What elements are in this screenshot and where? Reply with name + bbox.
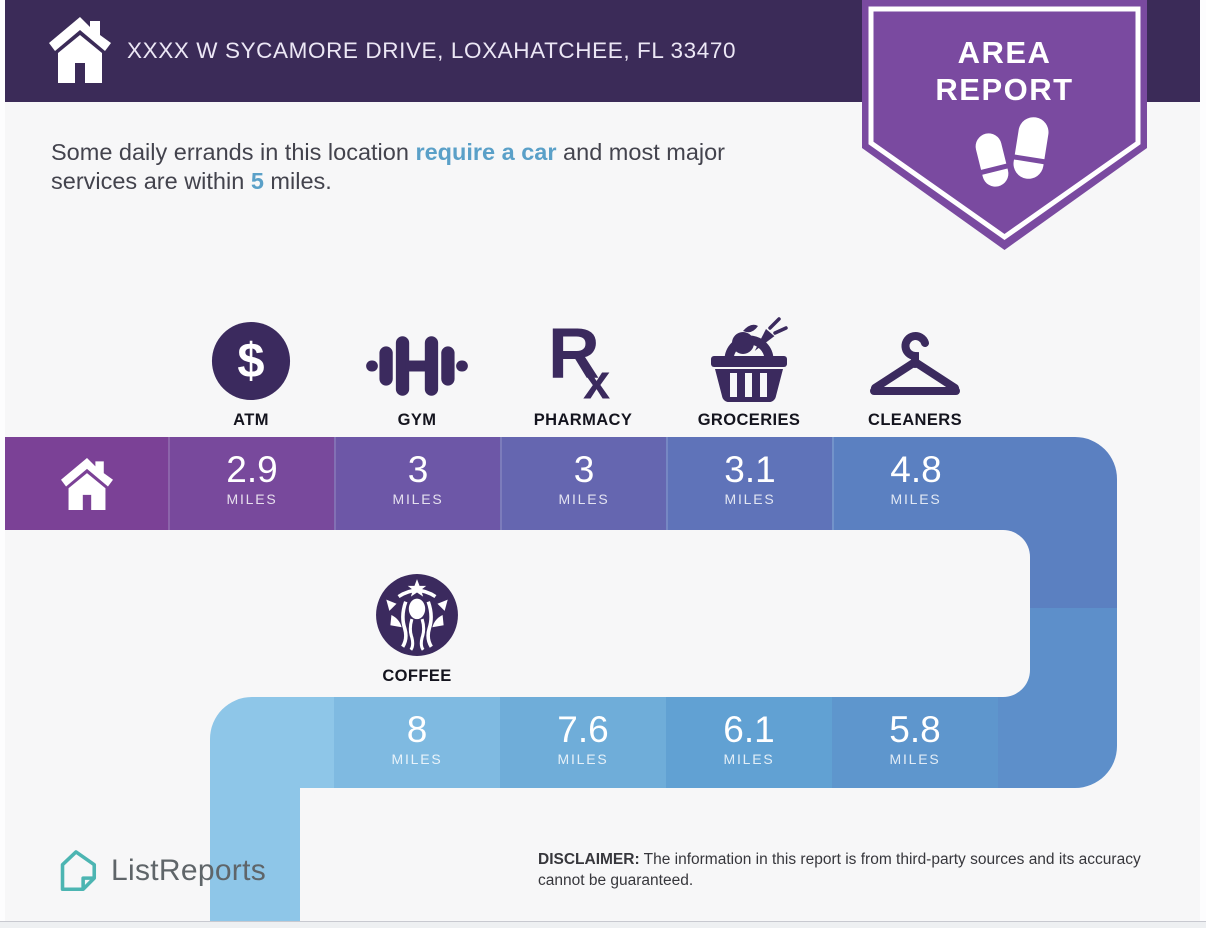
distance-segment: 4.8 MILES: [832, 437, 998, 530]
distance-unit: MILES: [392, 491, 444, 507]
badge-line2: REPORT: [935, 72, 1073, 107]
poi-cleaners: CLEANERS: [832, 308, 998, 430]
poi-label: GYM: [397, 411, 437, 429]
distance-value: 3: [407, 449, 429, 490]
listreports-logo-icon: [60, 850, 97, 892]
poi-label: GROCERIES: [697, 411, 801, 429]
distance-unit: MILES: [391, 751, 443, 767]
intro-accent-require-a-car: require a car: [415, 139, 557, 165]
intro-text: Some daily errands in this location requ…: [51, 138, 851, 195]
poi-atm: $ ATM: [168, 308, 334, 430]
distance-segment: 3 MILES: [500, 437, 666, 530]
home-segment: [5, 437, 168, 530]
distance-segment: 3 MILES: [334, 437, 500, 530]
distance-value: 6.1: [723, 709, 775, 750]
distance-unit: MILES: [890, 491, 942, 507]
distance-segment: 3.1 MILES: [666, 437, 832, 530]
footprints-icon: [975, 117, 1049, 187]
distance-value: 3: [573, 449, 595, 490]
pharmacy-icon: R x: [548, 314, 610, 402]
ribbon-fillet: [300, 788, 330, 818]
poi-label: COFFEE: [382, 667, 452, 685]
property-address: XXXX W SYCAMORE DRIVE, LOXAHATCHEE, FL 3…: [127, 38, 737, 63]
distance-unit: MILES: [724, 491, 776, 507]
listreports-brand-name: ListReports: [111, 854, 267, 887]
distance-value: 4.8: [890, 449, 942, 490]
poi-coffee: COFFEE: [334, 560, 500, 686]
svg-text:x: x: [583, 355, 610, 402]
intro-part3: services are within: [51, 167, 251, 194]
coffee-icon: [376, 574, 458, 656]
distance-value: 2.9: [226, 449, 278, 490]
area-report-page: XXXX W SYCAMORE DRIVE, LOXAHATCHEE, FL 3…: [5, 0, 1200, 921]
badge-line1: AREA: [958, 35, 1052, 70]
disclaimer-body: The information in this report is from t…: [538, 851, 1141, 889]
atm-icon: $: [211, 321, 291, 401]
distance-unit: MILES: [557, 751, 609, 767]
distance-segment: 6.1 MILES: [666, 697, 832, 788]
intro-part1: Some daily errands in this location: [51, 139, 416, 165]
ribbon-white-inset: [505, 530, 1030, 697]
disclaimer-label: DISCLAIMER:: [538, 851, 640, 868]
distance-bar-row1: 2.9 MILES 3 MILES 3 MILES 3.1 MILES 4.8 …: [5, 437, 998, 530]
distance-value: 5.8: [889, 709, 941, 750]
area-report-badge: AREA REPORT: [862, 0, 1147, 250]
intro-accent-miles: 5: [250, 167, 264, 194]
poi-label: PHARMACY: [533, 411, 633, 429]
groceries-icon: [711, 317, 788, 402]
intro-part4: miles.: [263, 167, 332, 194]
svg-text:$: $: [237, 335, 264, 389]
distance-segment: 5.8 MILES: [832, 697, 998, 788]
poi-gym: GYM: [334, 308, 500, 430]
poi-label: ATM: [233, 411, 269, 429]
ribbon-descender: [210, 788, 300, 921]
distance-unit: MILES: [558, 491, 610, 507]
distance-segment: 8 MILES: [334, 697, 500, 788]
intro-part2: and most major: [556, 139, 726, 165]
page-bottom-edge: [0, 921, 1206, 928]
distance-value: 3.1: [724, 449, 776, 490]
distance-segment: 7.6 MILES: [500, 697, 666, 788]
poi-label: CLEANERS: [868, 411, 962, 429]
home-icon: [49, 17, 111, 83]
distance-unit: MILES: [889, 751, 941, 767]
poi-pharmacy: R x PHARMACY: [500, 308, 666, 430]
distance-segment: 2.9 MILES: [168, 437, 334, 530]
svg-text:R: R: [548, 314, 600, 393]
distance-value: 7.6: [557, 709, 609, 750]
home-icon: [60, 457, 113, 510]
distance-unit: MILES: [723, 751, 775, 767]
distance-bar-row2: 8 MILES 7.6 MILES 6.1 MILES 5.8 MILES: [210, 697, 998, 788]
ribbon-curve-segment: [210, 697, 334, 788]
poi-groceries: GROCERIES: [666, 308, 832, 430]
gym-icon: [366, 336, 468, 396]
distance-value: 8: [406, 709, 428, 750]
listreports-brand: ListReports: [53, 847, 266, 895]
disclaimer-text: DISCLAIMER: The information in this repo…: [538, 849, 1186, 891]
distance-unit: MILES: [226, 491, 278, 507]
cleaners-icon: [870, 332, 960, 395]
